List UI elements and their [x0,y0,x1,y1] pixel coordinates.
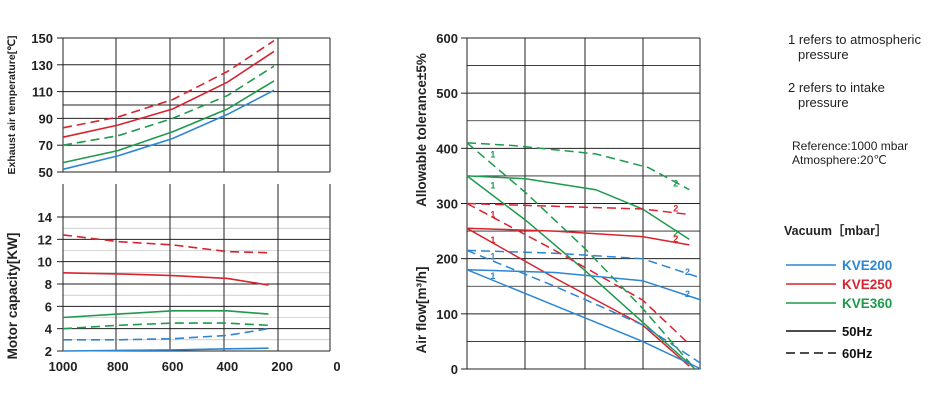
y-axis-title: Motor capacity[KW] [5,233,20,360]
note-2-line1: 2 refers to intake [788,80,885,95]
air-flow-series-line [466,202,690,216]
curve-label: 2 [673,204,678,214]
y-tick-label: 2 [45,344,52,359]
y-tick-label: 300 [436,197,458,212]
legend-style-label: 50Hz [842,324,873,339]
y-tick-label: 500 [436,86,458,101]
air-flow-series-line [466,227,690,246]
legend-label-kve360: KVE360 [842,296,892,311]
y-axis-title-bottom: Air flow[m³/h] [414,267,429,354]
curve-label: 1 [490,150,495,160]
air-flow-series-line [466,268,702,301]
curve-label: 1 [490,235,495,245]
air-flow-series-line [466,142,696,370]
exhaust-temp-series-line [62,50,275,138]
x-tick-label: 600 [162,359,184,374]
air-flow-series-line [466,175,696,370]
motor-capacity-series-line [62,322,269,330]
exhaust-temp-series-line [62,80,275,164]
y-axis-title: Exhaust air temperature[℃] [6,36,18,175]
y-tick-label: 70 [39,138,53,153]
motor-capacity-series-line [63,327,269,341]
motor-capacity-series-line [62,234,269,254]
exhaust-temp-series-line [62,65,275,146]
x-tick-label: 400 [217,359,239,374]
atmosphere-note: Atmosphere:20℃ [792,153,887,167]
air-flow-series-line [466,249,702,279]
motor-capacity-series-line [62,272,269,286]
y-tick-label: 6 [45,299,52,314]
curve-label: 2 [685,267,690,277]
air-flow-series-line [466,227,690,367]
curve-label: 1 [490,252,495,262]
air-flow-series-line [466,202,690,345]
air-flow-series-line [466,175,690,241]
y-tick-label: 150 [31,31,53,46]
y-tick-label: 0 [451,362,458,377]
note-1-line1: 1 refers to atmospheric [788,32,921,47]
y-tick-label: 8 [45,277,52,292]
x-tick-label: 200 [271,359,293,374]
exhaust-temp-series-line [62,89,275,171]
y-tick-label: 200 [436,252,458,267]
y-tick-label: 110 [32,85,53,100]
reference-note: Reference:1000 mbar [792,139,909,153]
y-tick-label: 90 [39,111,53,126]
curve-label: 1 [490,181,495,191]
legend-label-kve250: KVE250 [842,277,892,292]
motor-capacity-series-line [62,347,269,352]
y-tick-label: 4 [45,322,53,337]
x-tick-label: 1000 [49,359,78,374]
y-tick-label: 100 [436,307,458,322]
y-tick-label: 14 [38,210,53,225]
curve-label: 2 [685,289,690,299]
y-tick-label: 12 [38,232,52,247]
air-flow-series-line [466,142,690,191]
x-tick-label: 0 [333,359,340,374]
legend-label-kve200: KVE200 [842,258,892,273]
y-tick-label: 130 [31,58,53,73]
motor-capacity-series-line [62,310,269,319]
curve-label: 2 [673,234,678,244]
y-tick-label: 400 [436,141,458,156]
legend-title: Vacuum［mbar］ [784,223,888,238]
curve-label: 1 [490,209,495,219]
air-flow-series-line [466,269,702,370]
y-tick-label: 50 [39,165,53,180]
y-axis-title-top: Allowable tolerance±5% [414,53,429,207]
curve-label: 2 [673,179,678,189]
note-2-line2: pressure [798,95,849,110]
legend-style-label: 60Hz [842,346,873,361]
y-tick-label: 10 [38,255,52,270]
air-flow-series-line [466,249,702,365]
y-tick-label: 600 [436,31,458,46]
x-tick-label: 800 [107,359,129,374]
note-1-line2: pressure [798,47,849,62]
curve-label: 2 [673,228,678,238]
exhaust-temp-series-line [62,40,275,129]
curve-label: 1 [490,271,495,281]
